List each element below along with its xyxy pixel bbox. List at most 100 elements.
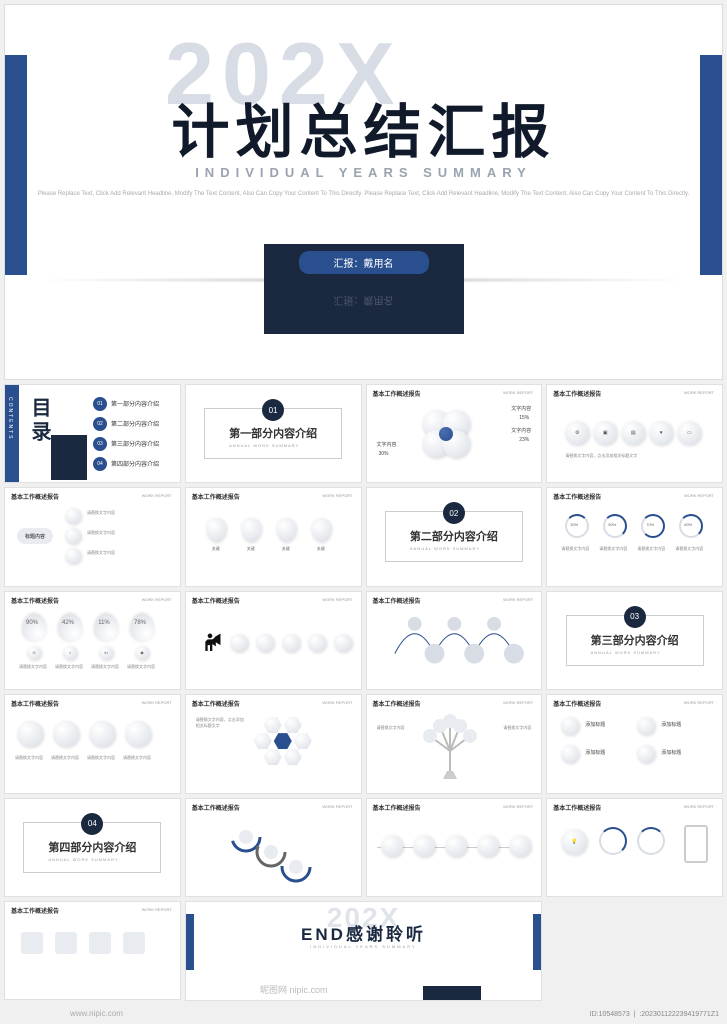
social-icon: ◉: [135, 646, 149, 660]
slide-header: 基本工作概述报告: [11, 492, 59, 501]
content-slide-hub: 基本工作概述报告 WORK REPORT 标题内容 请替换文字内容 请替换文字内…: [4, 487, 181, 586]
slide-header: 基本工作概述报告: [373, 389, 421, 398]
slide-header: 基本工作概述报告: [192, 596, 240, 605]
slide-header-en: WORK REPORT: [322, 804, 352, 809]
content-slide-squares: 基本工作概述报告 WORK REPORT: [4, 901, 181, 1000]
social-icon: G: [27, 646, 41, 660]
footer-logo: www.nipic.com: [70, 1009, 123, 1018]
desc: 请替换文字内容: [19, 664, 47, 670]
desc: 请替换文字内容: [503, 725, 531, 731]
desc: 请替换文字内容: [87, 510, 115, 516]
slide-header: 基本工作概述报告: [192, 492, 240, 501]
network-diagram: [375, 604, 534, 683]
pct: 30%: [379, 451, 389, 457]
node-icon: [65, 528, 81, 544]
toc-item: 02第二部分内容介绍: [93, 417, 174, 431]
slide-header-en: WORK REPORT: [142, 493, 172, 498]
desc: 请替换文字内容: [87, 550, 115, 556]
toc-contents-label: CONTENTS: [7, 397, 13, 441]
gear-icon: ⚙: [565, 421, 589, 445]
pill-node: [89, 721, 115, 747]
hexagon-icon: [264, 717, 282, 733]
label: 文字内容: [511, 405, 531, 412]
square-icon: [21, 932, 43, 954]
balloon-icon: [95, 614, 119, 642]
toc-title: 目录: [25, 397, 54, 451]
cover-subtitle: INDIVIDUAL YEARS SUMMARY: [5, 165, 722, 180]
slide-header: 基本工作概述报告: [11, 699, 59, 708]
slide-header-en: WORK REPORT: [684, 493, 714, 498]
slide-header-en: WORK REPORT: [503, 390, 533, 395]
pct: 90%: [20, 620, 44, 626]
section-title: 第二部分内容介绍: [410, 528, 498, 544]
desc: 请替换文字内容: [51, 755, 79, 761]
timeline-node: [381, 835, 403, 857]
flow-icon: [282, 634, 300, 652]
end-slide: 202X END感谢聆听 INDIVIDUAL YEARS SUMMARY: [185, 901, 543, 1002]
hexagon-center: [274, 733, 292, 749]
section-title: 第四部分内容介绍: [48, 839, 136, 855]
square-icon: [89, 932, 111, 954]
section-num: 02: [443, 502, 465, 524]
label: 添加标题: [661, 749, 681, 756]
label: 文字内容: [511, 427, 531, 434]
section-sub: ANNUAL WORK SUMMARY: [48, 857, 136, 862]
kw: 关键: [306, 546, 336, 552]
slide-header-en: WORK REPORT: [503, 597, 533, 602]
flow-icon: [256, 634, 274, 652]
end-title: END感谢聆听: [186, 920, 542, 945]
cover-title: 计划总结汇报: [5, 85, 722, 169]
content-slide-drops: 基本工作概述报告 WORK REPORT 关键 关键 关键 关键: [185, 487, 362, 586]
slide-grid: 202X 计划总结汇报 INDIVIDUAL YEARS SUMMARY Ple…: [4, 4, 723, 1001]
section-num: 01: [262, 399, 284, 421]
case-icon: ▭: [677, 421, 701, 445]
desc: 请替换文字内容: [637, 546, 665, 552]
content-slide-rings: 基本工作概述报告 WORK REPORT 30% 50% 70% 60% 请替换…: [546, 487, 723, 586]
toc-slide: CONTENTS 目录 01第一部分内容介绍 02第二部分内容介绍 03第三部分…: [4, 384, 181, 483]
kw: 关键: [201, 546, 231, 552]
slide-header: 基本工作概述报告: [11, 596, 59, 605]
pct: 60%: [676, 522, 700, 527]
desc: 请替换文字内容: [87, 530, 115, 536]
cover-reporter-reflect: 汇报：戴用名: [334, 294, 394, 309]
content-slide-circles: 基本工作概述报告 WORK REPORT 文字内容 15% 文字内容 23% 文…: [366, 384, 543, 483]
slide-header-en: WORK REPORT: [503, 804, 533, 809]
item-icon: [637, 745, 655, 763]
tree-diagram: [415, 711, 485, 781]
slide-header: 基本工作概述报告: [553, 389, 601, 398]
label: 添加标题: [661, 721, 681, 728]
desc: 请替换文字内容: [377, 725, 405, 731]
section-sub: ANNUAL WORK SUMMARY: [229, 443, 317, 448]
slide-header-en: WORK REPORT: [142, 907, 172, 912]
desc: 请替换文字内容: [561, 546, 589, 552]
timeline-node: [477, 835, 499, 857]
slide-header-en: WORK REPORT: [322, 700, 352, 705]
section-num: 04: [81, 813, 103, 835]
label: 添加标题: [585, 749, 605, 756]
content-slide-icon-row: 基本工作概述报告 WORK REPORT ⚙ ▣ ▤ ♥ ▭ 请替换文字内容，点…: [546, 384, 723, 483]
cover-slide: 202X 计划总结汇报 INDIVIDUAL YEARS SUMMARY Ple…: [4, 4, 723, 380]
section-box: 04 第四部分内容介绍 ANNUAL WORK SUMMARY: [23, 822, 161, 873]
slide-header: 基本工作概述报告: [373, 803, 421, 812]
content-slide-balloons: 基本工作概述报告 WORK REPORT 90% 42% 11% 78% G t…: [4, 591, 181, 690]
label: 文字内容: [377, 441, 397, 448]
node-icon: [65, 548, 81, 564]
pct: 50%: [600, 522, 624, 527]
desc: 请替换文字内容: [127, 664, 155, 670]
item-icon: [561, 717, 579, 735]
pct: 23%: [519, 437, 529, 443]
content-slide-network: 基本工作概述报告 WORK REPORT: [366, 591, 543, 690]
watermark: 昵图网 nipic.com: [260, 983, 328, 996]
pill-node: [125, 721, 151, 747]
megaphone-icon: [196, 630, 224, 658]
cover-reporter: 汇报：戴用名: [299, 251, 429, 274]
chart-icon: ▤: [621, 421, 645, 445]
title-pill: 标题内容: [17, 528, 53, 544]
slide-header-en: WORK REPORT: [503, 700, 533, 705]
flow-icon: [308, 634, 326, 652]
square-icon: [123, 932, 145, 954]
pill-node: [53, 721, 79, 747]
end-sub: INDIVIDUAL YEARS SUMMARY: [186, 944, 542, 949]
phone-icon: [684, 825, 708, 863]
circle-center: [439, 427, 453, 441]
